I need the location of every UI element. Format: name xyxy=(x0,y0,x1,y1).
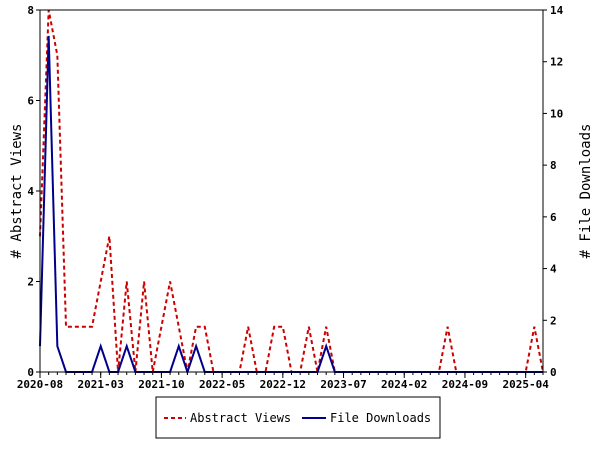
y-right-tick-label: 14 xyxy=(550,4,564,17)
y-right-tick-label: 12 xyxy=(550,56,563,69)
y-axis-right-title: # File Downloads xyxy=(578,124,594,259)
x-tick-label: 2024-09 xyxy=(442,378,488,391)
x-tick-label: 2022-05 xyxy=(199,378,245,391)
legend-box xyxy=(155,396,441,439)
y-left-tick-label: 4 xyxy=(27,185,34,198)
y-right-tick-label: 0 xyxy=(550,366,557,379)
y-right-tick-label: 10 xyxy=(550,107,563,120)
x-tick-label: 2025-04 xyxy=(502,378,549,391)
legend-label-abstract-views: Abstract Views xyxy=(190,411,291,425)
y-left-tick-label: 6 xyxy=(27,95,34,108)
x-tick-label: 2024-02 xyxy=(381,378,427,391)
ticks-layer: 0 2 4 6 8 0 2 4 6 8 10 12 14 2020-08 2021-03 2021-10 202… xyxy=(17,4,564,391)
y-right-tick-label: 6 xyxy=(550,211,557,224)
x-tick-label: 2020-08 xyxy=(17,378,63,391)
y-left-tick-label: 2 xyxy=(27,276,34,289)
x-tick-label: 2021-10 xyxy=(138,378,184,391)
y-left-tick-label: 8 xyxy=(27,4,34,17)
x-tick-label: 2023-07 xyxy=(320,378,366,391)
y-left-tick-label: 0 xyxy=(27,366,34,379)
x-tick-label: 2021-03 xyxy=(78,378,124,391)
legend: Abstract Views File Downloads xyxy=(155,396,441,439)
y-right-tick-label: 2 xyxy=(550,314,557,327)
y-right-tick-label: 8 xyxy=(550,159,557,172)
legend-label-file-downloads: File Downloads xyxy=(330,411,431,425)
y-right-tick-label: 4 xyxy=(550,263,557,276)
x-tick-label: 2022-12 xyxy=(260,378,306,391)
y-axis-left-title: # Abstract Views xyxy=(9,124,25,259)
